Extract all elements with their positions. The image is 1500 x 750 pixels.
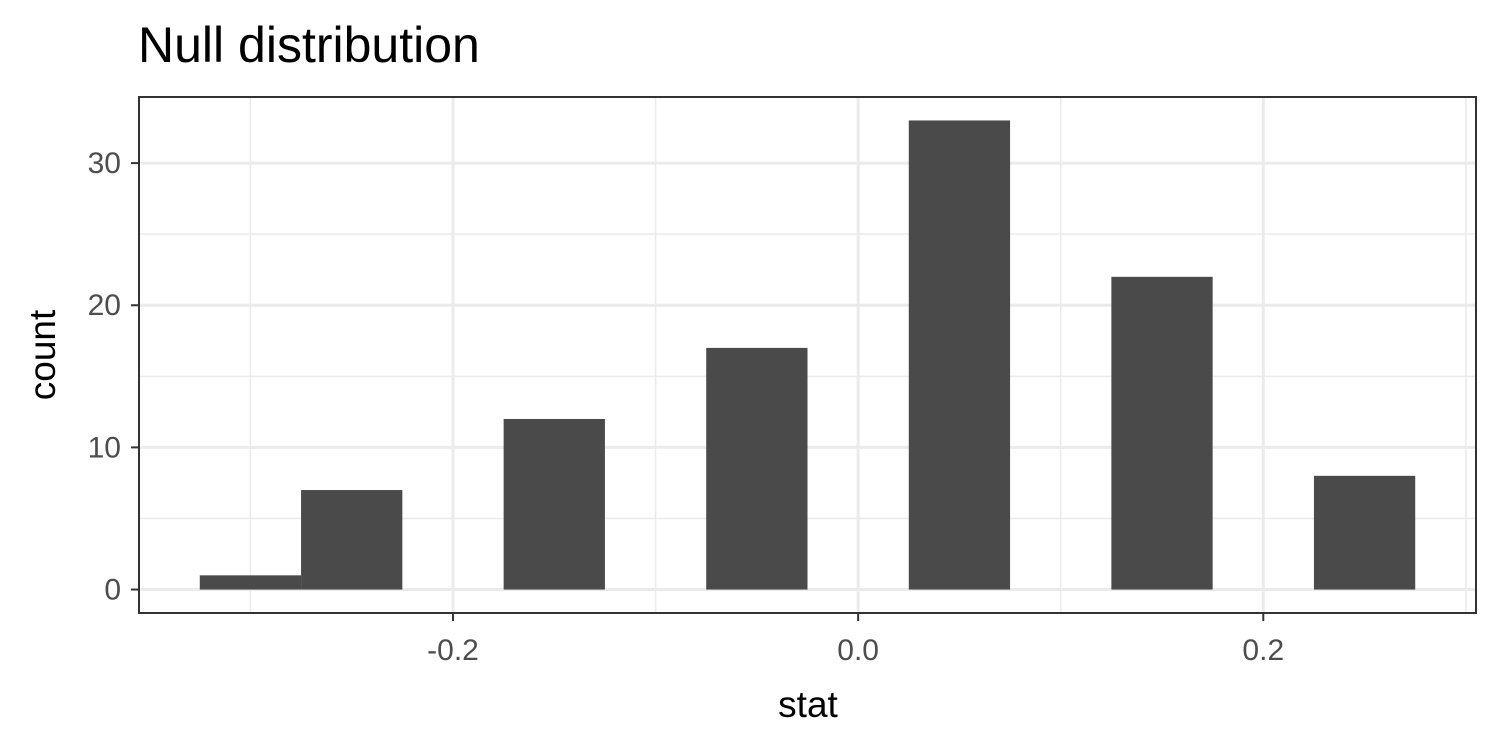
y-tick-label: 20 bbox=[88, 289, 121, 322]
histogram-bar bbox=[503, 418, 605, 590]
panel-border bbox=[138, 96, 1477, 614]
histogram-bar bbox=[199, 575, 302, 590]
histogram-bar bbox=[1313, 475, 1416, 590]
bars bbox=[199, 120, 1416, 590]
x-tick-label: -0.2 bbox=[427, 634, 479, 667]
x-tick-label: 0.2 bbox=[1242, 634, 1284, 667]
histogram-bar bbox=[1111, 276, 1213, 590]
chart-title: Null distribution bbox=[138, 17, 480, 73]
y-tick-label: 0 bbox=[104, 574, 121, 607]
x-tick-label: 0.0 bbox=[837, 634, 879, 667]
y-tick-label: 30 bbox=[88, 147, 121, 180]
y-axis-ticks: 0 10 20 30 bbox=[88, 147, 139, 607]
x-axis-ticks: -0.2 0.0 0.2 bbox=[427, 613, 1284, 667]
histogram-bar bbox=[908, 120, 1011, 590]
y-tick-label: 10 bbox=[88, 431, 121, 464]
histogram-bar bbox=[301, 490, 403, 590]
x-axis-title: stat bbox=[778, 684, 838, 725]
y-axis-title: count bbox=[22, 309, 63, 400]
histogram-bar bbox=[706, 347, 808, 590]
